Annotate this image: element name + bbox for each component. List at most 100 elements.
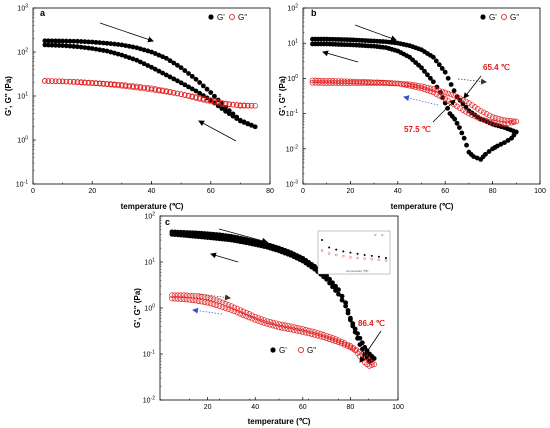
plot-frame [302,7,541,185]
data-point [350,323,356,329]
data-point [309,77,316,84]
data-point [185,92,192,99]
y-tick-exponent: -1 [24,180,29,186]
data-point [317,331,324,337]
data-points [169,229,377,369]
y-tick-exponent: 1 [295,39,298,45]
data-point [222,100,229,107]
data-point [282,325,288,332]
data-point [71,38,77,44]
data-point [100,40,106,46]
data-point [174,90,181,97]
inset-point [327,252,331,255]
data-point [122,83,129,90]
data-point [237,118,243,124]
data-point [445,105,450,111]
x-tick-label: 40 [394,188,402,195]
data-point [231,308,238,315]
data-point [350,80,357,86]
data-point [52,78,59,84]
data-point [321,77,327,84]
y-tick-exponent: -1 [294,109,299,115]
x-tick-label: 60 [299,404,307,411]
data-point [415,84,422,91]
data-point [341,78,348,84]
data-point [70,79,77,85]
data-point [197,80,203,85]
data-point [315,77,321,84]
data-point [93,39,99,45]
data-point [241,103,247,109]
data-point [204,300,211,306]
data-point [178,91,184,97]
data-point [492,115,499,121]
panel-letter: b [311,8,317,18]
data-point [137,46,143,52]
data-point [82,80,88,86]
data-point [42,78,48,84]
cooling-arrow [322,50,359,63]
data-point [234,309,241,316]
data-point [104,81,110,87]
data-point [460,101,466,107]
y-axis-label: G', G'' (Pa) [278,76,287,116]
data-point [86,45,91,51]
y-tick-label: 10-3 [286,180,298,189]
data-point [167,89,173,96]
data-point [439,94,445,101]
data-point [189,73,195,79]
data-point [249,122,254,128]
inset-axis-label: temperature (℃) [346,269,368,273]
data-point [49,78,55,84]
data-point [172,296,178,302]
data-point [201,299,208,305]
data-point [288,326,294,333]
data-point [175,296,181,302]
data-point [170,90,177,96]
data-point [167,58,173,64]
data-point [167,74,173,80]
data-point [433,58,439,64]
x-axis-label: temperature (℃) [391,202,454,211]
inset-legend-label: G'' [381,233,385,237]
data-point [219,99,225,106]
inset-point [370,258,373,261]
data-point [335,78,342,84]
data-point [178,65,184,71]
data-point [171,60,177,66]
data-point [75,38,80,44]
data-point [264,318,270,324]
x-tick-label: 0 [31,188,35,195]
data-point [145,63,151,68]
annotation-arrow [463,75,482,99]
annotation-arrow [432,99,456,123]
data-point [137,59,143,65]
data-point [279,325,285,331]
data-point [171,76,177,82]
data-point [448,82,454,87]
data-point [130,44,136,50]
data-point [495,120,502,127]
data-point [204,96,210,103]
data-point [392,80,398,86]
data-point [327,280,332,286]
data-point [231,304,238,311]
cooling-arrow [198,120,237,142]
data-point [412,84,419,90]
data-point [371,79,377,85]
data-point [341,340,348,346]
data-point [294,328,300,334]
x-axis-label: temperature (℃) [121,202,184,211]
data-point [436,92,443,99]
data-point [126,83,133,90]
data-point [329,335,336,341]
data-point [78,79,84,86]
data-point [200,83,206,89]
inset-point [363,254,366,256]
data-point [67,79,73,85]
data-point [245,103,251,109]
data-point [182,82,188,88]
data-point [461,135,467,141]
data-point [505,138,511,143]
